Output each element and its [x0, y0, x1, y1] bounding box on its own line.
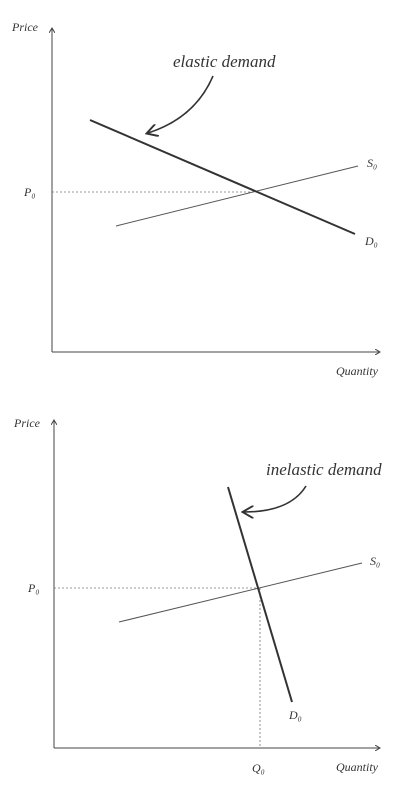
x-label: Quantity — [336, 364, 379, 378]
y-label: Price — [13, 416, 41, 430]
demand-label: D₀ — [364, 234, 378, 248]
inelastic-graph: Price Quantity inelastic demand P₀ Q₀ S₀… — [13, 416, 382, 775]
annotation-arrow — [244, 485, 307, 512]
x-label: Quantity — [336, 760, 379, 774]
supply-label: S₀ — [367, 156, 377, 170]
annotation: inelastic demand — [266, 460, 382, 479]
supply-line — [118, 562, 363, 623]
price-label: P₀ — [23, 185, 36, 199]
quantity-label: Q₀ — [252, 761, 265, 775]
y-label: Price — [11, 20, 39, 34]
demand-line — [227, 486, 293, 703]
supply-line — [115, 165, 359, 227]
price-label: P₀ — [27, 581, 40, 595]
demand-line — [89, 119, 356, 235]
supply-label: S₀ — [370, 554, 380, 568]
annotation-arrow — [148, 75, 214, 133]
annotation: elastic demand — [173, 52, 276, 71]
elastic-graph: Price Quantity elastic demand P₀ S₀ D₀ — [11, 20, 380, 378]
demand-label: D₀ — [288, 708, 302, 722]
